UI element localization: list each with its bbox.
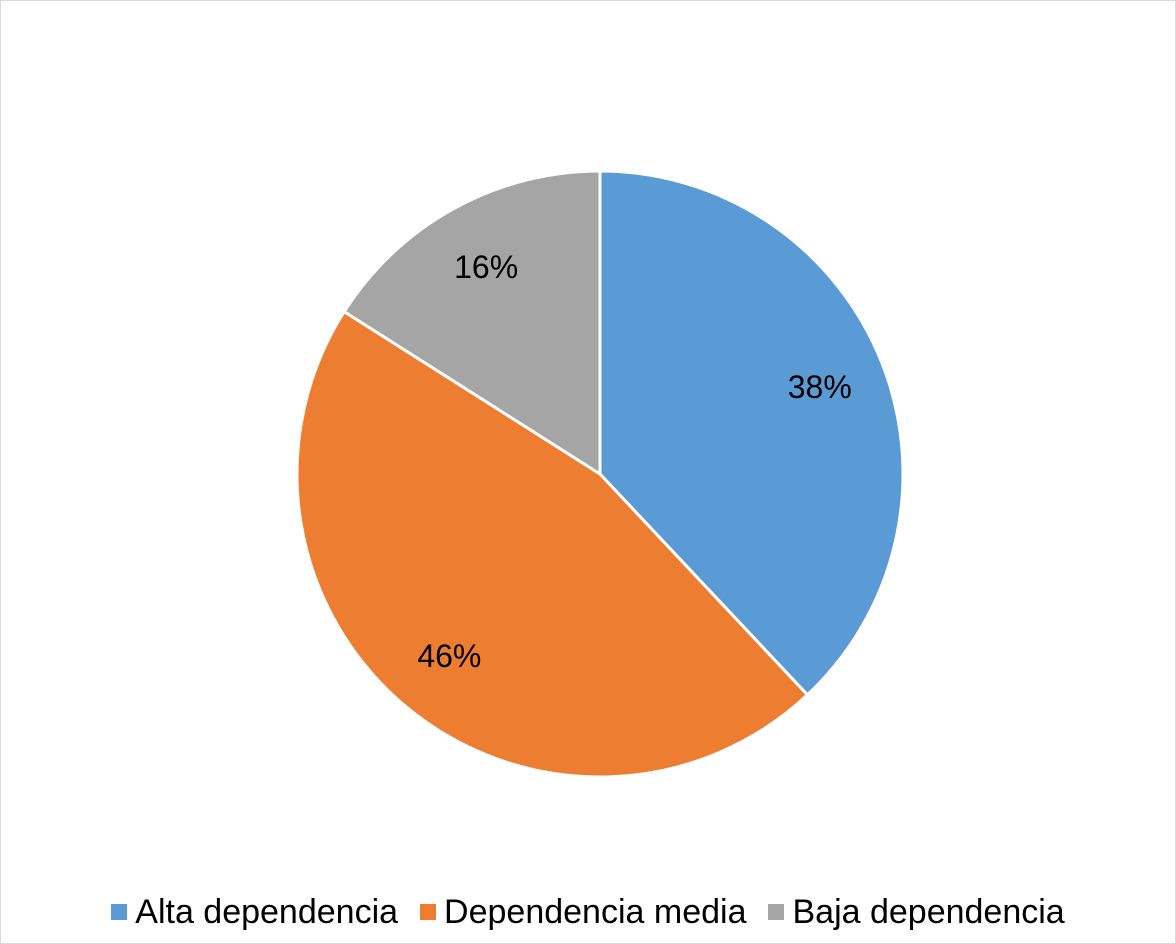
- data-label-baja: 16%: [454, 249, 518, 285]
- chart-legend: Alta dependencia Dependencia media Baja …: [0, 892, 1176, 932]
- legend-label-baja: Baja dependencia: [792, 892, 1065, 931]
- data-label-alta: 38%: [788, 369, 852, 405]
- legend-label-media: Dependencia media: [444, 892, 747, 931]
- pie-slice-alta: [598, 169, 905, 697]
- pie-slices: [295, 169, 905, 779]
- legend-item-baja: Baja dependencia: [768, 892, 1065, 932]
- pie-slice-baja: [342, 169, 602, 476]
- pie-slice-media: [295, 310, 809, 779]
- legend-swatch-alta: [111, 904, 128, 920]
- pie-data-labels: 38% 46% 16%: [417, 249, 851, 674]
- legend-swatch-media: [420, 904, 437, 920]
- legend-label-alta: Alta dependencia: [135, 892, 399, 931]
- legend-swatch-baja: [768, 904, 785, 920]
- legend-item-media: Dependencia media: [420, 893, 746, 932]
- data-label-media: 46%: [417, 638, 481, 674]
- legend-item-alta: Alta dependencia: [111, 893, 398, 932]
